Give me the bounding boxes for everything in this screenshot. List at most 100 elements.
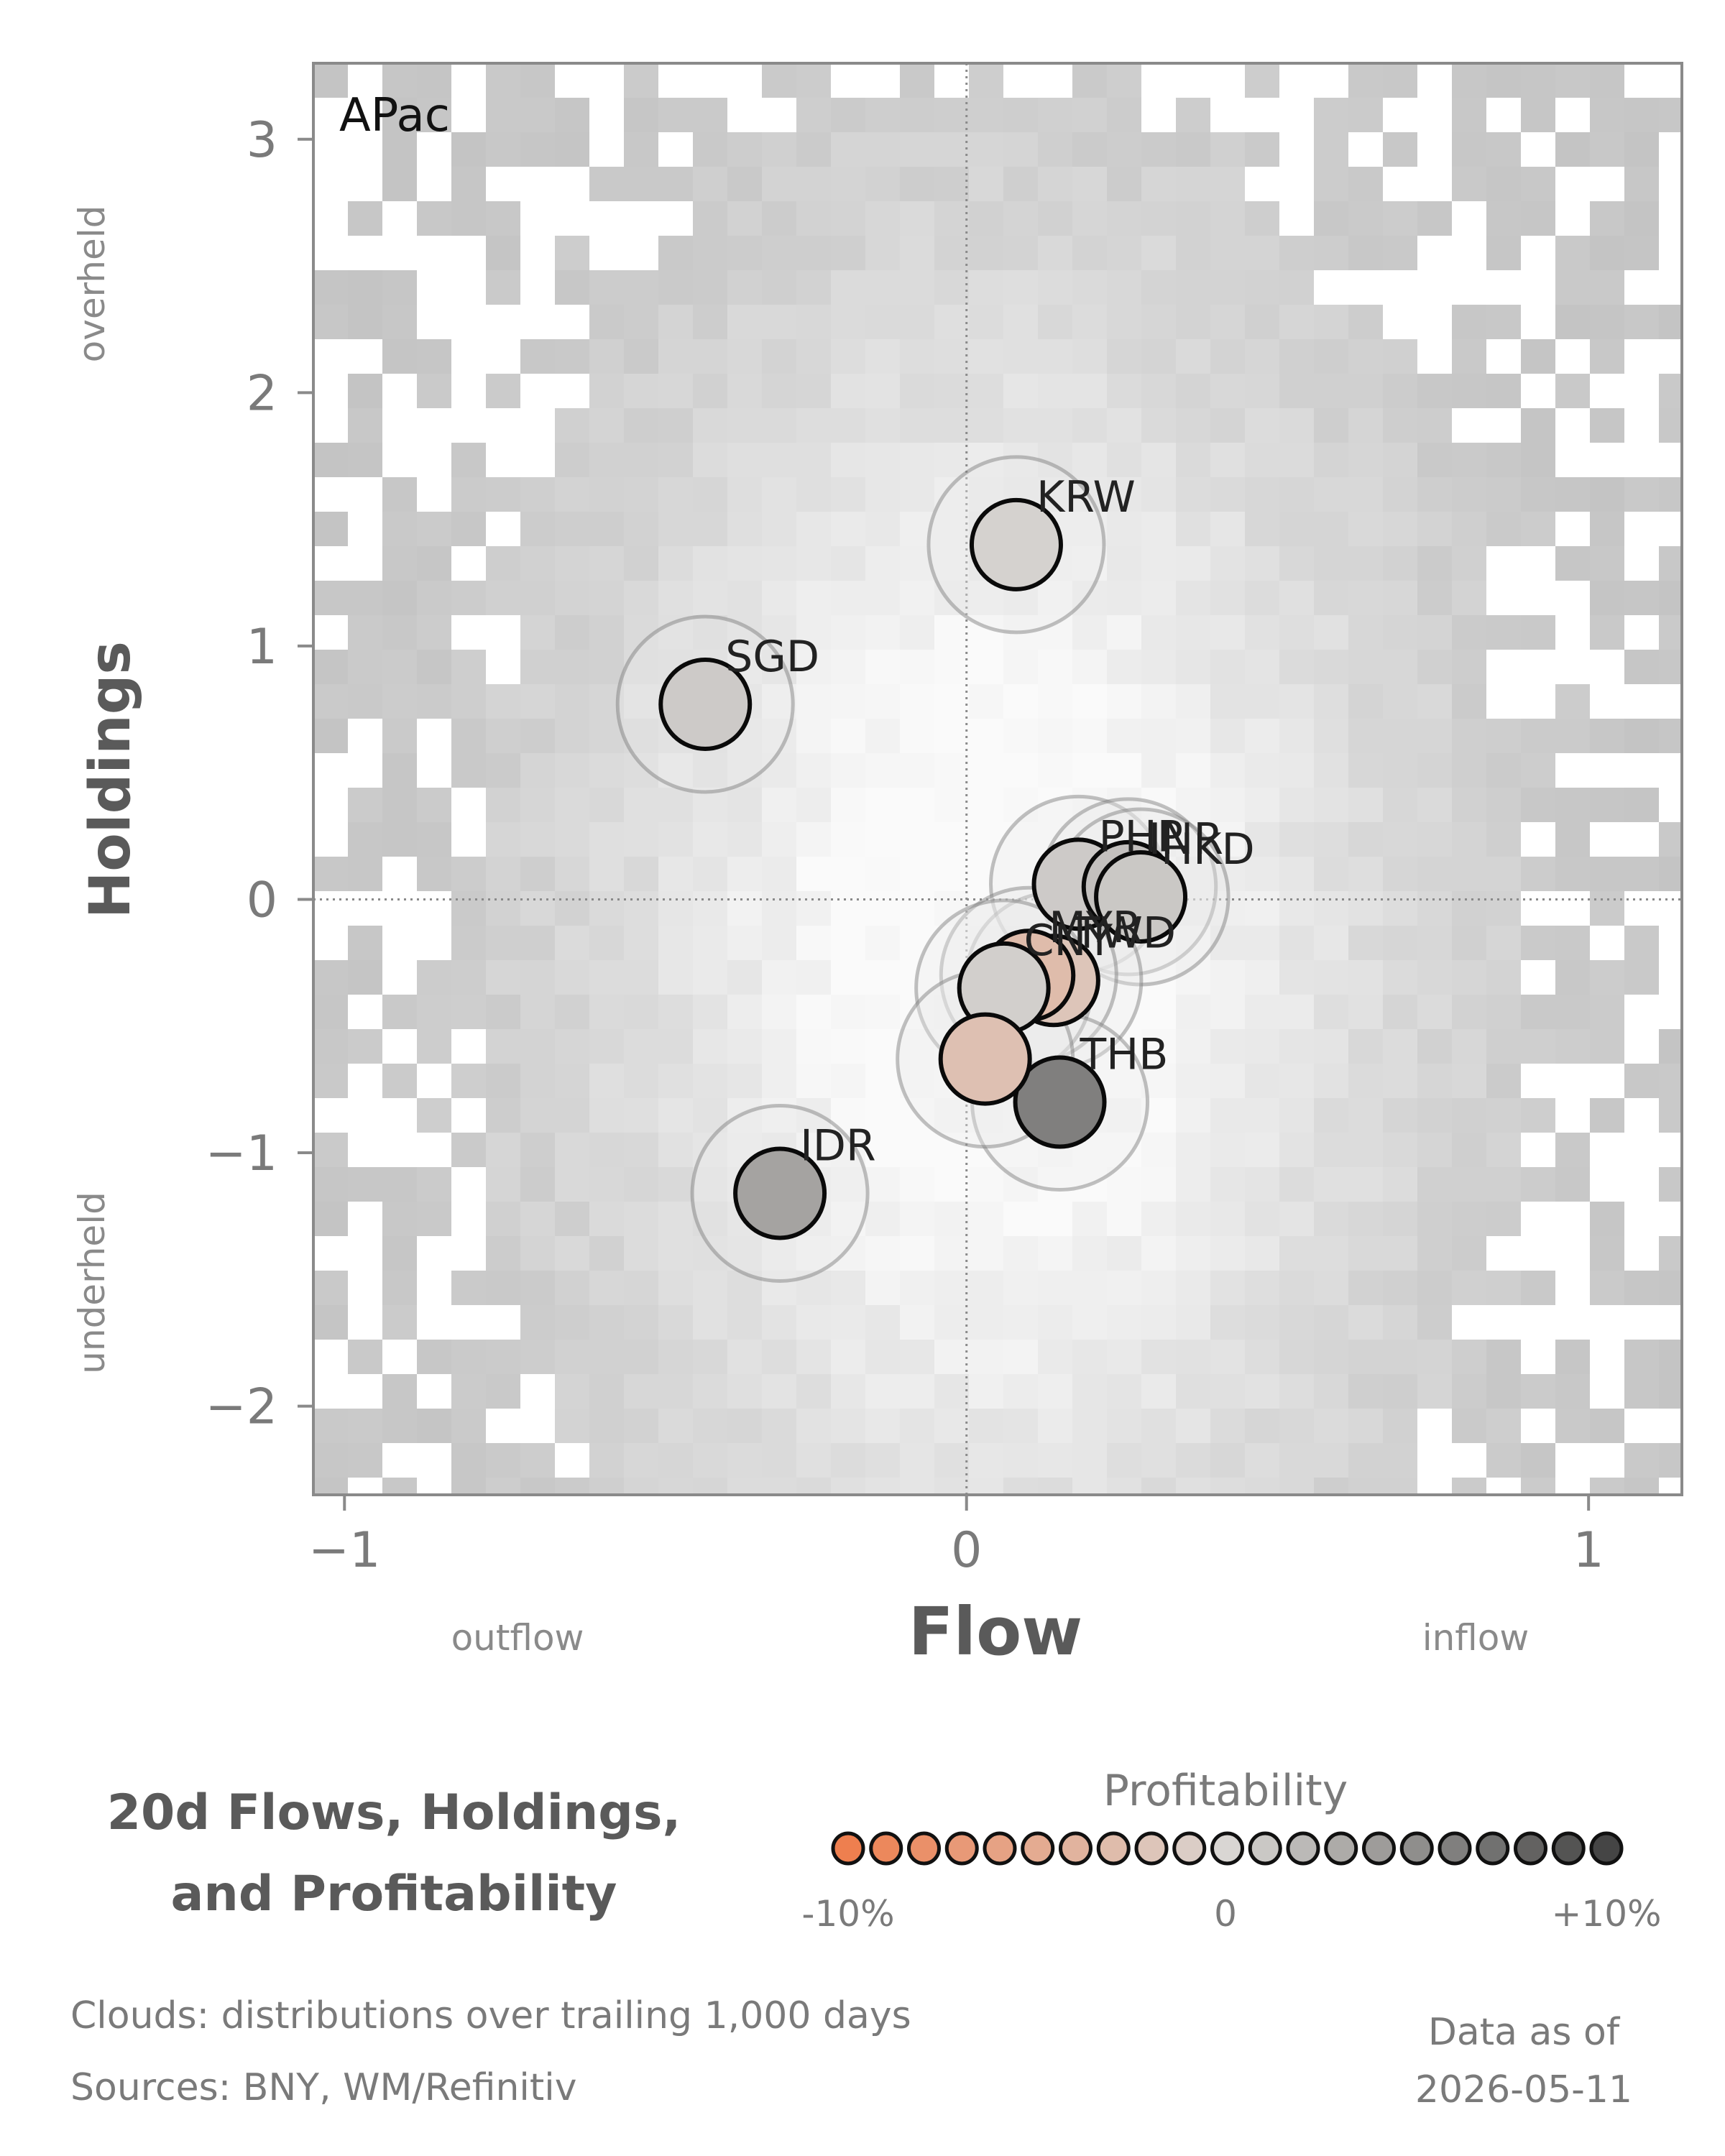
- cloud-cell: [1452, 98, 1486, 132]
- point-label-thb: THB: [1080, 1030, 1169, 1080]
- cloud-cell: [1072, 132, 1107, 167]
- cloud-cell: [796, 1443, 831, 1478]
- cloud-cell: [1383, 201, 1417, 236]
- cloud-cell: [693, 581, 727, 615]
- cloud-cell: [900, 684, 934, 719]
- cloud-cell: [1003, 650, 1038, 684]
- cloud-cell: [727, 615, 762, 650]
- cloud-cell: [1141, 1167, 1176, 1202]
- legend-title: Profitability: [1103, 1766, 1348, 1816]
- cloud-cell: [1038, 201, 1072, 236]
- cloud-cell: [727, 1029, 762, 1064]
- cloud-cell: [1521, 1098, 1555, 1133]
- cloud-cell: [1072, 305, 1107, 339]
- cloud-cell: [796, 753, 831, 788]
- cloud-cell: [1314, 98, 1348, 132]
- cloud-cell: [1245, 1340, 1279, 1374]
- cloud-cell: [451, 132, 486, 167]
- cloud-cell: [624, 960, 658, 995]
- cloud-cell: [658, 374, 693, 408]
- cloud-cell: [382, 822, 417, 857]
- cloud-cell: [693, 1202, 727, 1236]
- cloud-cell: [1072, 1340, 1107, 1374]
- cloud-cell: [1314, 1236, 1348, 1271]
- cloud-cell: [658, 339, 693, 374]
- cloud-cell: [1521, 1029, 1555, 1064]
- cloud-cell: [1176, 339, 1210, 374]
- cloud-cell: [1452, 305, 1486, 339]
- cloud-cell: [831, 1029, 865, 1064]
- cloud-cell: [1383, 822, 1417, 857]
- cloud-cell: [486, 477, 520, 512]
- cloud-cell: [1176, 1443, 1210, 1478]
- cloud-cell: [1245, 1305, 1279, 1340]
- cloud-cell: [658, 1374, 693, 1409]
- cloud-cell: [1314, 1271, 1348, 1305]
- cloud-cell: [1314, 236, 1348, 270]
- cloud-cell: [1486, 512, 1521, 546]
- cloud-cell: [417, 1340, 451, 1374]
- cloud-cell: [796, 926, 831, 960]
- cloud-cell: [1072, 236, 1107, 270]
- cloud-cell: [382, 132, 417, 167]
- cloud-cell: [382, 305, 417, 339]
- cloud-cell: [417, 581, 451, 615]
- cloud-cell: [1521, 339, 1555, 374]
- cloud-cell: [451, 1064, 486, 1098]
- cloud-cell: [1348, 408, 1383, 443]
- cloud-cell: [624, 1409, 658, 1443]
- cloud-cell: [865, 615, 900, 650]
- cloud-cell: [1176, 753, 1210, 788]
- cloud-cell: [1486, 132, 1521, 167]
- cloud-cell: [1521, 615, 1555, 650]
- cloud-cell: [934, 98, 969, 132]
- cloud-cell: [762, 339, 796, 374]
- cloud-cell: [1245, 581, 1279, 615]
- cloud-cell: [1486, 1167, 1521, 1202]
- cloud-cell: [1210, 443, 1245, 477]
- cloud-cell: [796, 684, 831, 719]
- legend-swatch: [907, 1831, 941, 1866]
- cloud-cell: [1279, 753, 1314, 788]
- cloud-cell: [1555, 477, 1590, 512]
- cloud-cell: [969, 1236, 1003, 1271]
- cloud-cell: [1107, 1133, 1141, 1167]
- cloud-cell: [900, 1098, 934, 1133]
- cloud-cell: [1038, 443, 1072, 477]
- cloud-cell: [934, 822, 969, 857]
- cloud-cell: [1659, 857, 1682, 891]
- cloud-cell: [969, 1167, 1003, 1202]
- cloud-cell: [624, 167, 658, 201]
- cloud-cell: [934, 684, 969, 719]
- cloud-cell: [1072, 408, 1107, 443]
- cloud-cell: [1072, 167, 1107, 201]
- cloud-cell: [934, 1236, 969, 1271]
- cloud-cell: [865, 926, 900, 960]
- cloud-cell: [1348, 995, 1383, 1029]
- cloud-cell: [313, 1409, 348, 1443]
- cloud-cell: [727, 1236, 762, 1271]
- cloud-cell: [382, 63, 417, 98]
- cloud-cell: [1624, 201, 1659, 236]
- axis-ticks: −1 0 1 3 2 1 0 −1 −2: [206, 112, 1604, 1579]
- cloud-cell: [693, 1064, 727, 1098]
- cloud-cell: [831, 201, 865, 236]
- cloud-cell: [900, 339, 934, 374]
- cloud-cell: [313, 270, 348, 305]
- cloud-cell: [831, 1374, 865, 1409]
- cloud-cell: [831, 1064, 865, 1098]
- point-cny-2: [938, 1012, 1032, 1106]
- cloud-cell: [727, 1098, 762, 1133]
- cloud-cell: [1107, 1167, 1141, 1202]
- cloud-cell: [555, 650, 589, 684]
- cloud-cell: [1383, 1305, 1417, 1340]
- cloud-cell: [1038, 408, 1072, 443]
- cloud-cell: [900, 1374, 934, 1409]
- cloud-cell: [900, 995, 934, 1029]
- cloud-cell: [1279, 1202, 1314, 1236]
- cloud-cell: [934, 305, 969, 339]
- cloud-cell: [313, 63, 348, 98]
- cloud-cell: [934, 788, 969, 822]
- cloud-cell: [900, 891, 934, 926]
- cloud-cell: [900, 132, 934, 167]
